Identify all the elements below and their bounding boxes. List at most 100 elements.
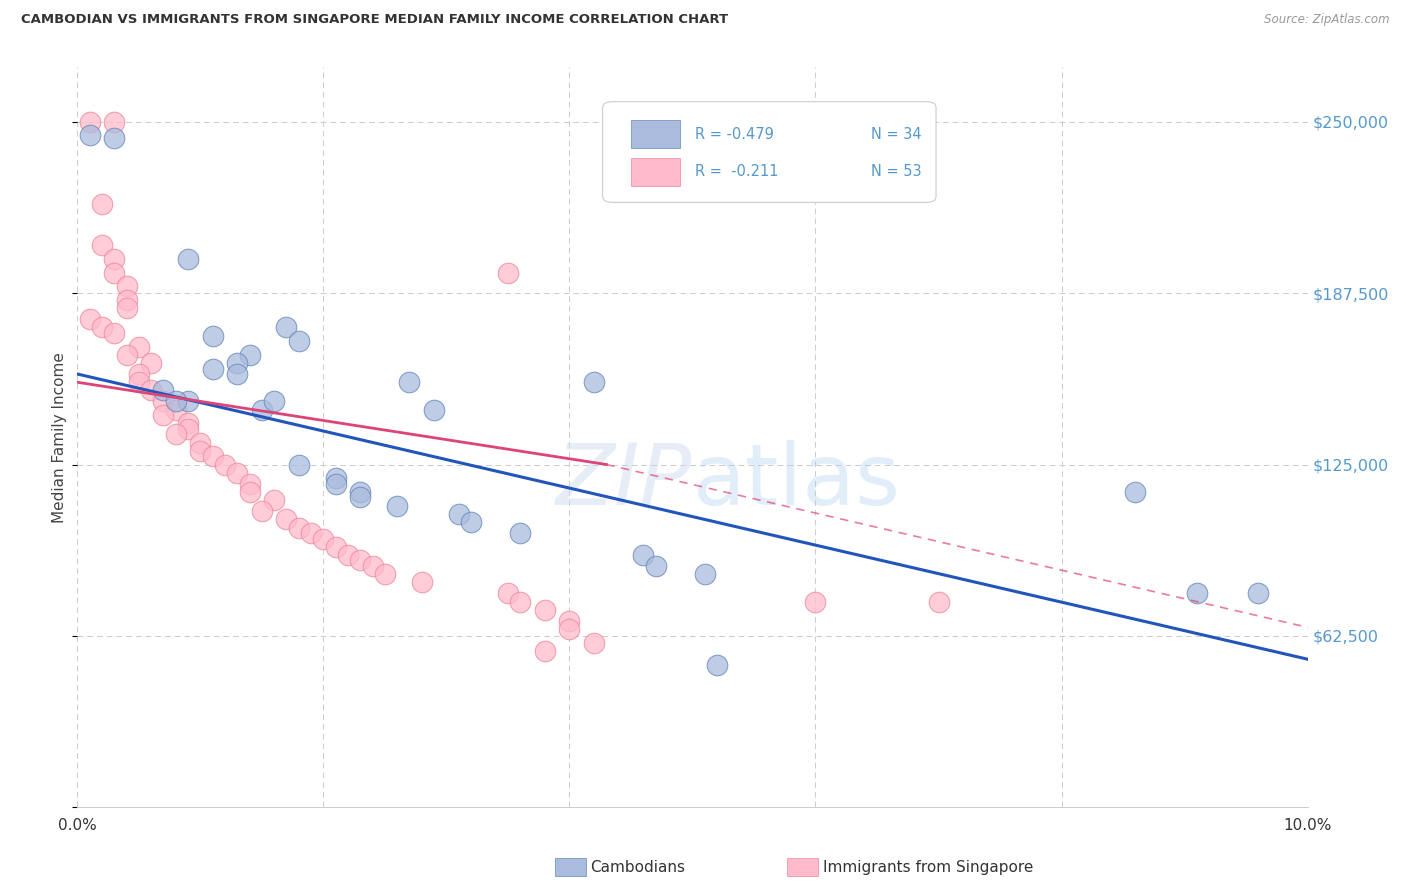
Point (103, 114, 125, 128)
Point (250, 402, 273, 417)
Point (201, 328, 224, 343)
Point (411, 575, 433, 590)
Bar (631, 158, 681, 186)
Point (188, 443, 212, 458)
Text: atlas: atlas (693, 440, 900, 523)
Point (361, 558, 384, 573)
Point (263, 493, 285, 508)
Point (128, 367, 150, 381)
Point (312, 532, 335, 546)
Text: CAMBODIAN VS IMMIGRANTS FROM SINGAPORE MEDIAN FAMILY INCOME CORRELATION CHART: CAMBODIAN VS IMMIGRANTS FROM SINGAPORE M… (21, 13, 728, 27)
Point (226, 356, 249, 370)
Point (349, 553, 371, 567)
Point (79, 128, 101, 143)
Point (299, 526, 322, 541)
Point (633, 548, 655, 562)
Text: N = 34: N = 34 (870, 127, 921, 142)
Text: R =  -0.211: R = -0.211 (695, 164, 779, 179)
Y-axis label: Median Family Income: Median Family Income (52, 351, 66, 523)
Point (165, 402, 187, 417)
Point (558, 614, 581, 628)
Point (583, 636, 606, 650)
Point (644, 558, 666, 573)
Point (349, 484, 371, 499)
Point (239, 476, 262, 491)
Point (152, 384, 174, 398)
Point (693, 567, 716, 582)
Point (804, 594, 827, 608)
Point (226, 466, 249, 480)
Point (214, 458, 236, 472)
Point (103, 252, 125, 266)
Point (509, 526, 531, 541)
Point (288, 334, 311, 348)
Point (1125, 484, 1147, 499)
Point (374, 567, 396, 582)
Point (188, 435, 212, 450)
Point (201, 361, 224, 376)
Point (534, 603, 557, 617)
Point (398, 376, 420, 390)
Point (385, 499, 409, 513)
Point (583, 376, 606, 390)
Point (177, 417, 200, 431)
Point (509, 594, 531, 608)
Point (325, 476, 347, 491)
Point (1247, 586, 1270, 600)
Point (141, 384, 163, 398)
Point (79, 312, 101, 326)
Point (496, 266, 519, 280)
Point (90, 197, 114, 211)
Point (325, 471, 347, 485)
Point (115, 279, 138, 293)
Point (128, 340, 150, 354)
Point (558, 622, 581, 636)
Point (288, 458, 311, 472)
Point (177, 422, 200, 436)
FancyBboxPatch shape (603, 102, 936, 202)
Point (706, 657, 728, 672)
Point (128, 376, 150, 390)
Point (423, 402, 446, 417)
Point (1185, 586, 1208, 600)
Point (115, 348, 138, 362)
Point (90, 238, 114, 252)
Point (103, 266, 125, 280)
Text: Immigrants from Singapore: Immigrants from Singapore (823, 860, 1033, 874)
Point (325, 540, 347, 554)
Point (447, 507, 470, 521)
Point (115, 301, 138, 316)
Point (90, 320, 114, 334)
Point (165, 427, 187, 442)
Text: 10.0%: 10.0% (1284, 818, 1331, 833)
Point (263, 394, 285, 409)
Point (534, 644, 557, 658)
Point (337, 548, 360, 562)
Point (115, 293, 138, 307)
Text: 0.0%: 0.0% (58, 818, 97, 833)
Point (460, 515, 482, 529)
Point (152, 394, 174, 409)
Text: ZIP: ZIP (557, 440, 693, 523)
Point (103, 131, 125, 145)
Point (250, 504, 273, 518)
Point (288, 520, 311, 534)
Point (201, 450, 224, 464)
Point (103, 326, 125, 340)
Point (276, 512, 298, 526)
Text: R = -0.479: R = -0.479 (695, 127, 773, 142)
Point (165, 394, 187, 409)
Text: Source: ZipAtlas.com: Source: ZipAtlas.com (1264, 13, 1389, 27)
Point (276, 320, 298, 334)
Text: N = 53: N = 53 (870, 164, 921, 179)
Point (349, 491, 371, 505)
Point (177, 394, 200, 409)
Point (226, 367, 249, 381)
Point (496, 586, 519, 600)
Point (239, 484, 262, 499)
Point (152, 408, 174, 422)
Point (177, 252, 200, 266)
Point (239, 348, 262, 362)
Point (79, 114, 101, 128)
Bar (631, 120, 681, 148)
